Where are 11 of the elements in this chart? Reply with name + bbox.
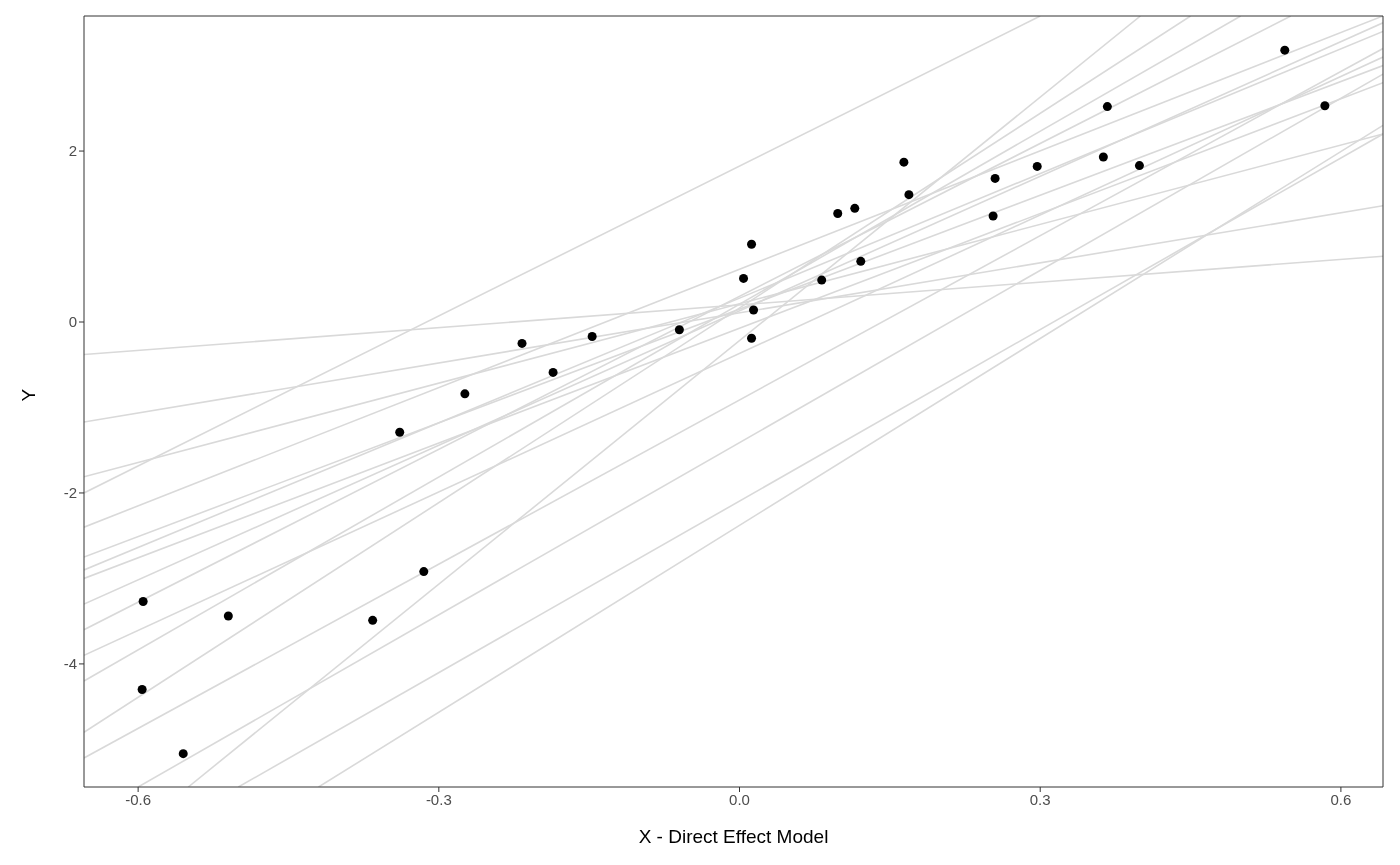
x-tick-label: -0.3 <box>425 790 452 808</box>
y-tick-label: 2 <box>68 142 77 160</box>
x-tick-label: 0.3 <box>1029 790 1051 808</box>
x-tick-label: 0.0 <box>729 790 750 808</box>
y-tick-label: -2 <box>63 484 77 502</box>
y-tick-label: -4 <box>63 655 77 673</box>
x-tick-label: 0.6 <box>1330 790 1352 808</box>
x-axis-title: X - Direct Effect Model <box>638 826 829 847</box>
y-axis-title: Y <box>17 388 39 402</box>
y-tick-label: 0 <box>68 313 77 331</box>
x-tick-label: -0.6 <box>125 790 152 808</box>
